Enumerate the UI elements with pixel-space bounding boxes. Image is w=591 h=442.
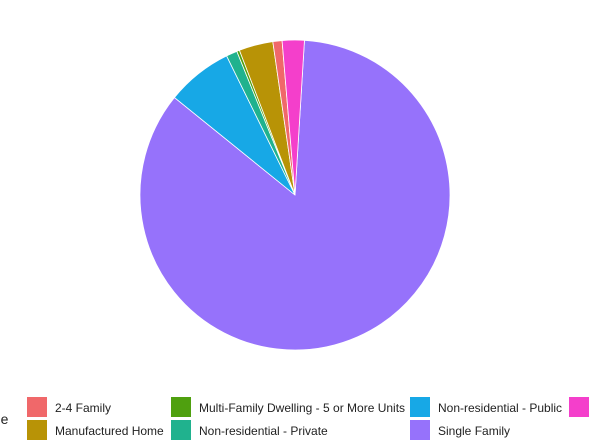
legend-label-non-residential-private: Non-residential - Private (199, 424, 328, 438)
legend-title: Type (0, 411, 9, 427)
legend-swatch-unlabeled (569, 397, 589, 417)
legend-swatch-manufactured-home (27, 420, 47, 440)
legend-label-multi-family-dwelling-5-or-more-units: Multi-Family Dwelling - 5 or More Units (199, 401, 406, 415)
legend-label-2-4-family: 2-4 Family (55, 401, 112, 415)
legend-swatch-non-residential-private (171, 420, 191, 440)
pie-slice-single-family (139, 39, 451, 351)
legend-swatch-2-4-family (27, 397, 47, 417)
legend-swatch-multi-family-dwelling-5-or-more-units (171, 397, 191, 417)
legend-label-single-family: Single Family (438, 424, 511, 438)
pie-slice-unlabeled-6 (281, 39, 305, 196)
legend-label-non-residential-public: Non-residential - Public (438, 401, 563, 415)
legend-swatch-single-family (410, 420, 430, 440)
legend-swatch-non-residential-public (410, 397, 430, 417)
legend-label-manufactured-home: Manufactured Home (55, 424, 164, 438)
